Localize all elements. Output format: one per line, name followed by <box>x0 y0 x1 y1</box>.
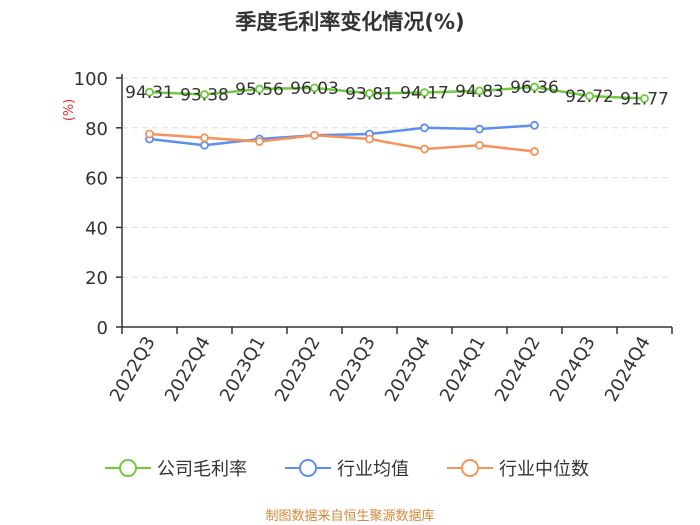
data-label-1: 93.38 <box>180 85 229 105</box>
label-layer: 94.31 93.38 95.56 96.03 93.81 94.17 94.83 96.36… <box>125 78 669 109</box>
y-tick-label-0: 0 <box>97 318 108 339</box>
data-point-2-3 <box>310 130 319 140</box>
data-label-4: 93.81 <box>345 84 394 104</box>
x-tick-label-2024Q2: 2024Q2 <box>491 333 545 405</box>
x-tick-label-2022Q3: 2022Q3 <box>106 333 160 405</box>
data-point-0-7 <box>530 82 539 92</box>
data-point-0-5 <box>420 88 429 97</box>
data-label-9: 91.77 <box>620 89 669 109</box>
data-point-0-0 <box>145 87 154 97</box>
y-tick-label-60: 60 <box>85 169 108 190</box>
x-tick-label-2023Q1: 2023Q1 <box>216 333 270 405</box>
data-point-1-7 <box>530 120 539 130</box>
y-tick-label-40: 40 <box>85 218 108 239</box>
legend-label-industry-mean: 行业均值 <box>337 459 409 480</box>
data-point-1-6 <box>475 124 484 134</box>
legend-item-industry-median[interactable]: 行业中位数 <box>447 455 589 481</box>
data-point-0-9 <box>640 94 649 103</box>
y-axis-label: (%) <box>62 99 77 122</box>
legend-marker-industry-median <box>447 459 493 477</box>
data-point-2-2 <box>255 137 264 146</box>
data-point-2-6 <box>475 140 484 150</box>
grid-layer <box>122 77 672 278</box>
data-point-2-7 <box>530 147 539 156</box>
data-label-2: 95.56 <box>235 80 284 100</box>
series-line-0 <box>149 85 645 100</box>
x-tick-label-2023Q4: 2023Q4 <box>381 333 435 405</box>
series-line-2 <box>149 132 535 153</box>
data-point-0-4 <box>365 89 374 98</box>
series-layer <box>145 82 649 156</box>
data-point-0-6 <box>475 86 484 96</box>
data-label-8: 92.72 <box>565 87 614 107</box>
x-tick-label-2024Q4: 2024Q4 <box>601 333 655 405</box>
data-label-3: 96.03 <box>290 79 339 99</box>
legend-label-industry-median: 行业中位数 <box>499 459 589 480</box>
chart-title: 季度毛利率变化情况(%) <box>235 10 465 34</box>
x-tick-label-2023Q3: 2023Q3 <box>326 333 380 405</box>
legend-item-company-margin[interactable]: 公司毛利率 <box>105 455 247 481</box>
series-line-1 <box>149 124 535 147</box>
data-label-6: 94.83 <box>455 82 504 102</box>
data-point-0-2 <box>255 84 264 94</box>
x-tick-label-2024Q1: 2024Q1 <box>436 333 490 405</box>
data-point-2-0 <box>145 129 154 139</box>
legend-item-industry-mean[interactable]: 行业均值 <box>285 455 409 481</box>
y-tick-label-100: 100 <box>74 69 108 90</box>
data-point-2-1 <box>200 133 209 143</box>
data-point-0-1 <box>200 90 209 99</box>
data-point-0-8 <box>585 91 594 101</box>
x-tick-label-2023Q2: 2023Q2 <box>271 333 325 405</box>
legend-label-company-margin: 公司毛利率 <box>157 459 247 480</box>
data-point-0-3 <box>310 83 319 93</box>
data-point-1-1 <box>200 140 209 150</box>
data-label-7: 96.36 <box>510 78 559 98</box>
data-label-0: 94.31 <box>125 83 174 103</box>
x-tick-label-2024Q3: 2024Q3 <box>546 333 600 405</box>
y-tick-label-20: 20 <box>85 268 108 289</box>
legend-marker-industry-mean <box>285 459 331 477</box>
y-tick-label-80: 80 <box>85 119 108 140</box>
data-point-1-5 <box>420 123 429 133</box>
x-tick-label-2022Q4: 2022Q4 <box>161 333 215 405</box>
data-point-2-5 <box>420 144 429 154</box>
data-point-2-4 <box>365 134 374 144</box>
data-label-5: 94.17 <box>400 84 449 104</box>
legend-marker-company-margin <box>105 459 151 477</box>
source-note: 制图数据来自恒生聚源数据库 <box>265 509 435 524</box>
